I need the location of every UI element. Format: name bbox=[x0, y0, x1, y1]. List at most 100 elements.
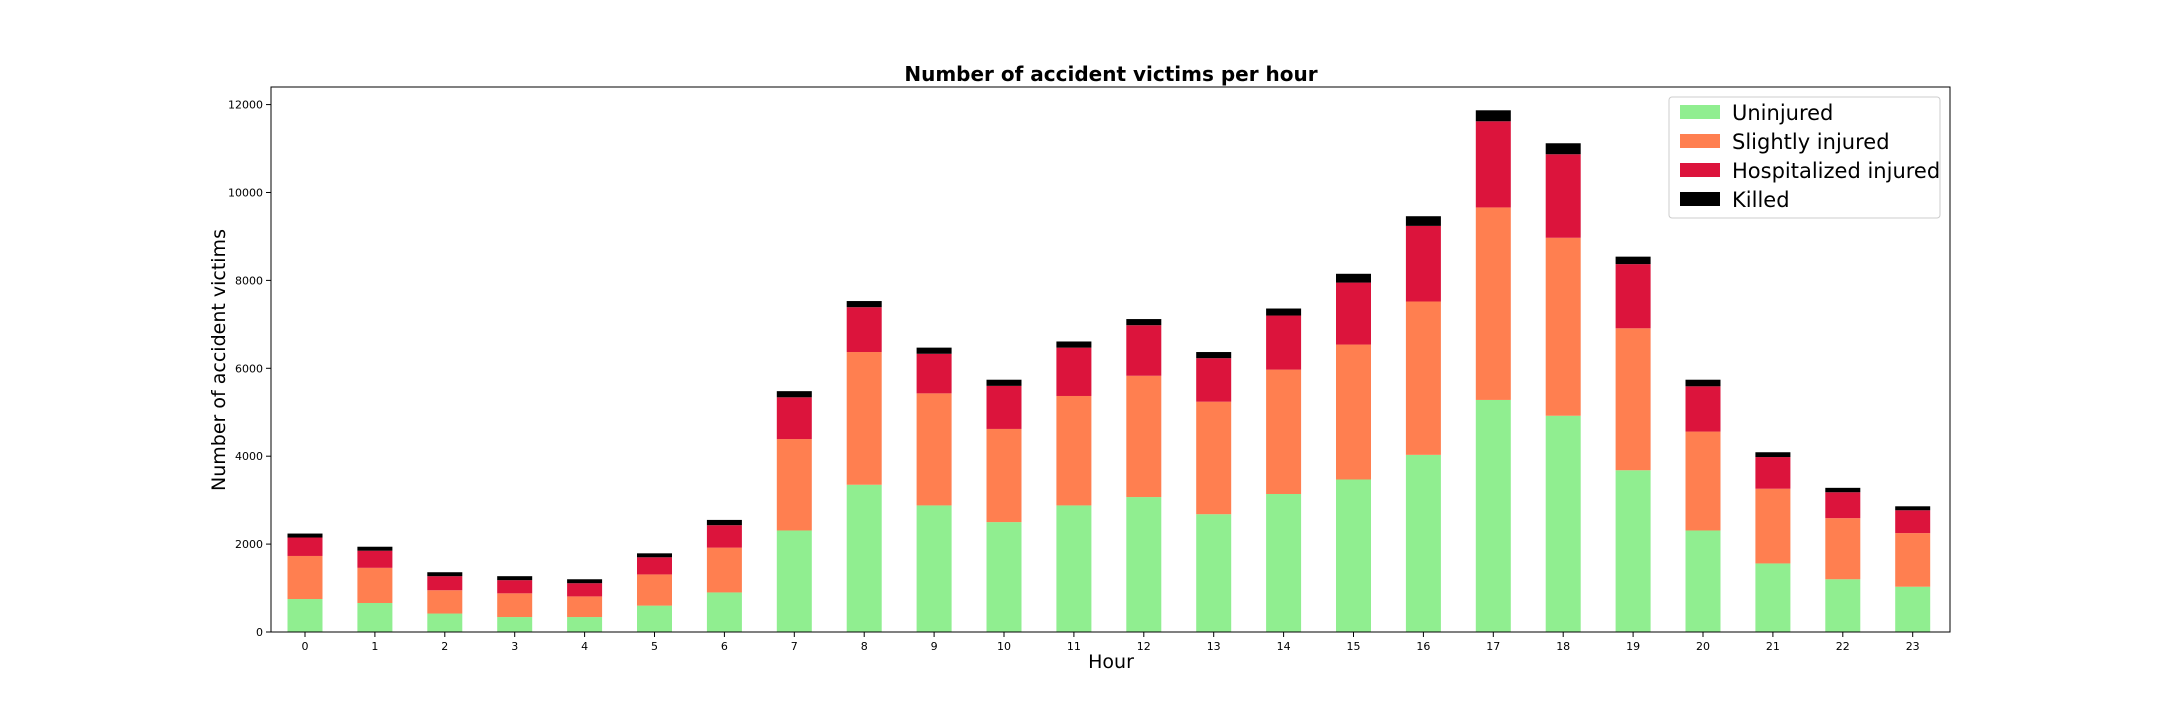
bar-uninjured-hour-0 bbox=[287, 599, 323, 632]
legend-swatch-slightly-injured bbox=[1680, 134, 1720, 148]
bar-killed-hour-9 bbox=[916, 347, 952, 354]
bar-hospitalized-injured-hour-7 bbox=[776, 397, 812, 440]
bar-slightly-injured-hour-16 bbox=[1405, 301, 1441, 455]
bar-killed-hour-15 bbox=[1336, 273, 1371, 283]
bar-hospitalized-injured-hour-9 bbox=[916, 353, 952, 394]
bar-hospitalized-injured-hour-16 bbox=[1405, 225, 1441, 302]
y-axis-ticks: 0 2000 4000 6000 8000 10000 12000 bbox=[228, 99, 271, 639]
legend-label-uninjured: Uninjured bbox=[1732, 101, 1833, 125]
bar-killed-hour-12 bbox=[1126, 319, 1162, 326]
bar-uninjured-hour-5 bbox=[637, 605, 672, 632]
bar-killed-hour-21 bbox=[1755, 452, 1791, 458]
y-tick-label: 8000 bbox=[235, 274, 263, 287]
x-tick-label: 2 bbox=[441, 640, 448, 653]
x-tick-label: 18 bbox=[1556, 640, 1570, 653]
bar-uninjured-hour-2 bbox=[427, 613, 463, 632]
bar-slightly-injured-hour-22 bbox=[1825, 518, 1861, 580]
bar-hospitalized-injured-hour-23 bbox=[1895, 510, 1931, 534]
x-tick-label: 0 bbox=[302, 640, 309, 653]
x-tick-label: 5 bbox=[651, 640, 658, 653]
x-tick-label: 20 bbox=[1696, 640, 1710, 653]
bar-slightly-injured-hour-19 bbox=[1615, 328, 1651, 471]
x-tick-label: 22 bbox=[1836, 640, 1850, 653]
bar-killed-hour-20 bbox=[1685, 379, 1721, 387]
bar-hospitalized-injured-hour-22 bbox=[1825, 492, 1861, 519]
bar-slightly-injured-hour-18 bbox=[1545, 237, 1581, 416]
bar-hospitalized-injured-hour-13 bbox=[1196, 358, 1232, 402]
x-tick-label: 6 bbox=[721, 640, 728, 653]
y-tick-label: 0 bbox=[256, 626, 263, 639]
x-tick-label: 9 bbox=[931, 640, 938, 653]
x-tick-label: 12 bbox=[1137, 640, 1151, 653]
bar-slightly-injured-hour-7 bbox=[776, 439, 812, 531]
bar-slightly-injured-hour-0 bbox=[287, 555, 323, 600]
bar-slightly-injured-hour-1 bbox=[357, 567, 393, 603]
x-tick-label: 1 bbox=[371, 640, 378, 653]
bar-hospitalized-injured-hour-0 bbox=[287, 537, 323, 556]
bar-killed-hour-8 bbox=[846, 301, 882, 308]
x-tick-label: 23 bbox=[1906, 640, 1920, 653]
bar-slightly-injured-hour-20 bbox=[1685, 431, 1721, 531]
bar-hospitalized-injured-hour-1 bbox=[357, 550, 393, 568]
bar-slightly-injured-hour-6 bbox=[706, 547, 742, 593]
bar-killed-hour-3 bbox=[497, 576, 533, 581]
bar-killed-hour-2 bbox=[427, 572, 463, 577]
bar-killed-hour-23 bbox=[1895, 506, 1931, 511]
bar-hospitalized-injured-hour-8 bbox=[846, 307, 882, 353]
y-tick-label: 4000 bbox=[235, 450, 263, 463]
bar-slightly-injured-hour-12 bbox=[1126, 375, 1162, 498]
x-tick-label: 10 bbox=[997, 640, 1011, 653]
x-tick-label: 16 bbox=[1416, 640, 1430, 653]
x-tick-label: 13 bbox=[1207, 640, 1221, 653]
x-tick-label: 17 bbox=[1486, 640, 1500, 653]
y-axis-label: Number of accident victims bbox=[208, 229, 230, 491]
bar-hospitalized-injured-hour-6 bbox=[706, 525, 742, 548]
bar-killed-hour-11 bbox=[1056, 341, 1092, 348]
bar-uninjured-hour-13 bbox=[1196, 514, 1232, 632]
bar-killed-hour-4 bbox=[567, 579, 603, 584]
legend-frame bbox=[1668, 96, 1941, 219]
bar-uninjured-hour-1 bbox=[357, 602, 393, 632]
bar-hospitalized-injured-hour-19 bbox=[1615, 264, 1651, 329]
bar-killed-hour-0 bbox=[287, 533, 323, 538]
bar-uninjured-hour-7 bbox=[776, 530, 812, 632]
bar-hospitalized-injured-hour-17 bbox=[1475, 121, 1511, 208]
bar-killed-hour-13 bbox=[1196, 352, 1232, 359]
legend-swatch-hospitalized-injured bbox=[1680, 163, 1720, 177]
bar-killed-hour-18 bbox=[1545, 143, 1581, 155]
bar-uninjured-hour-12 bbox=[1126, 497, 1162, 632]
chart-title: Number of accident victims per hour bbox=[904, 62, 1317, 86]
bar-killed-hour-16 bbox=[1405, 216, 1441, 226]
bar-uninjured-hour-4 bbox=[567, 617, 603, 632]
bar-hospitalized-injured-hour-5 bbox=[637, 557, 672, 575]
bar-uninjured-hour-21 bbox=[1755, 563, 1791, 632]
legend-label-slightly-injured: Slightly injured bbox=[1732, 130, 1890, 154]
bar-uninjured-hour-18 bbox=[1545, 415, 1581, 632]
bar-killed-hour-7 bbox=[776, 391, 812, 398]
bars-layer bbox=[287, 110, 1931, 633]
bar-slightly-injured-hour-21 bbox=[1755, 488, 1791, 564]
bar-killed-hour-19 bbox=[1615, 256, 1651, 265]
bar-uninjured-hour-8 bbox=[846, 484, 882, 632]
x-tick-label: 3 bbox=[511, 640, 518, 653]
bar-uninjured-hour-22 bbox=[1825, 579, 1861, 632]
bar-killed-hour-10 bbox=[986, 379, 1022, 386]
y-tick-label: 2000 bbox=[235, 538, 263, 551]
bar-slightly-injured-hour-11 bbox=[1056, 395, 1092, 506]
bar-uninjured-hour-17 bbox=[1475, 399, 1511, 632]
bar-killed-hour-14 bbox=[1266, 308, 1302, 316]
bar-slightly-injured-hour-15 bbox=[1336, 344, 1371, 480]
bar-slightly-injured-hour-17 bbox=[1475, 207, 1511, 400]
bar-uninjured-hour-6 bbox=[706, 592, 742, 632]
bar-killed-hour-6 bbox=[706, 519, 742, 526]
bar-uninjured-hour-16 bbox=[1405, 454, 1441, 633]
bar-hospitalized-injured-hour-15 bbox=[1336, 282, 1371, 345]
bar-killed-hour-22 bbox=[1825, 487, 1861, 493]
bar-uninjured-hour-15 bbox=[1336, 479, 1371, 632]
bar-killed-hour-1 bbox=[357, 546, 393, 551]
plot-frame bbox=[270, 86, 1951, 633]
legend-label-killed: Killed bbox=[1732, 188, 1790, 212]
x-tick-label: 14 bbox=[1277, 640, 1291, 653]
x-axis-ticks: 0 1 2 3 4 5 6 7 8 9 10 11 12 13 14 15 16 17 18 19 20 21 22 23 bbox=[302, 632, 1920, 653]
